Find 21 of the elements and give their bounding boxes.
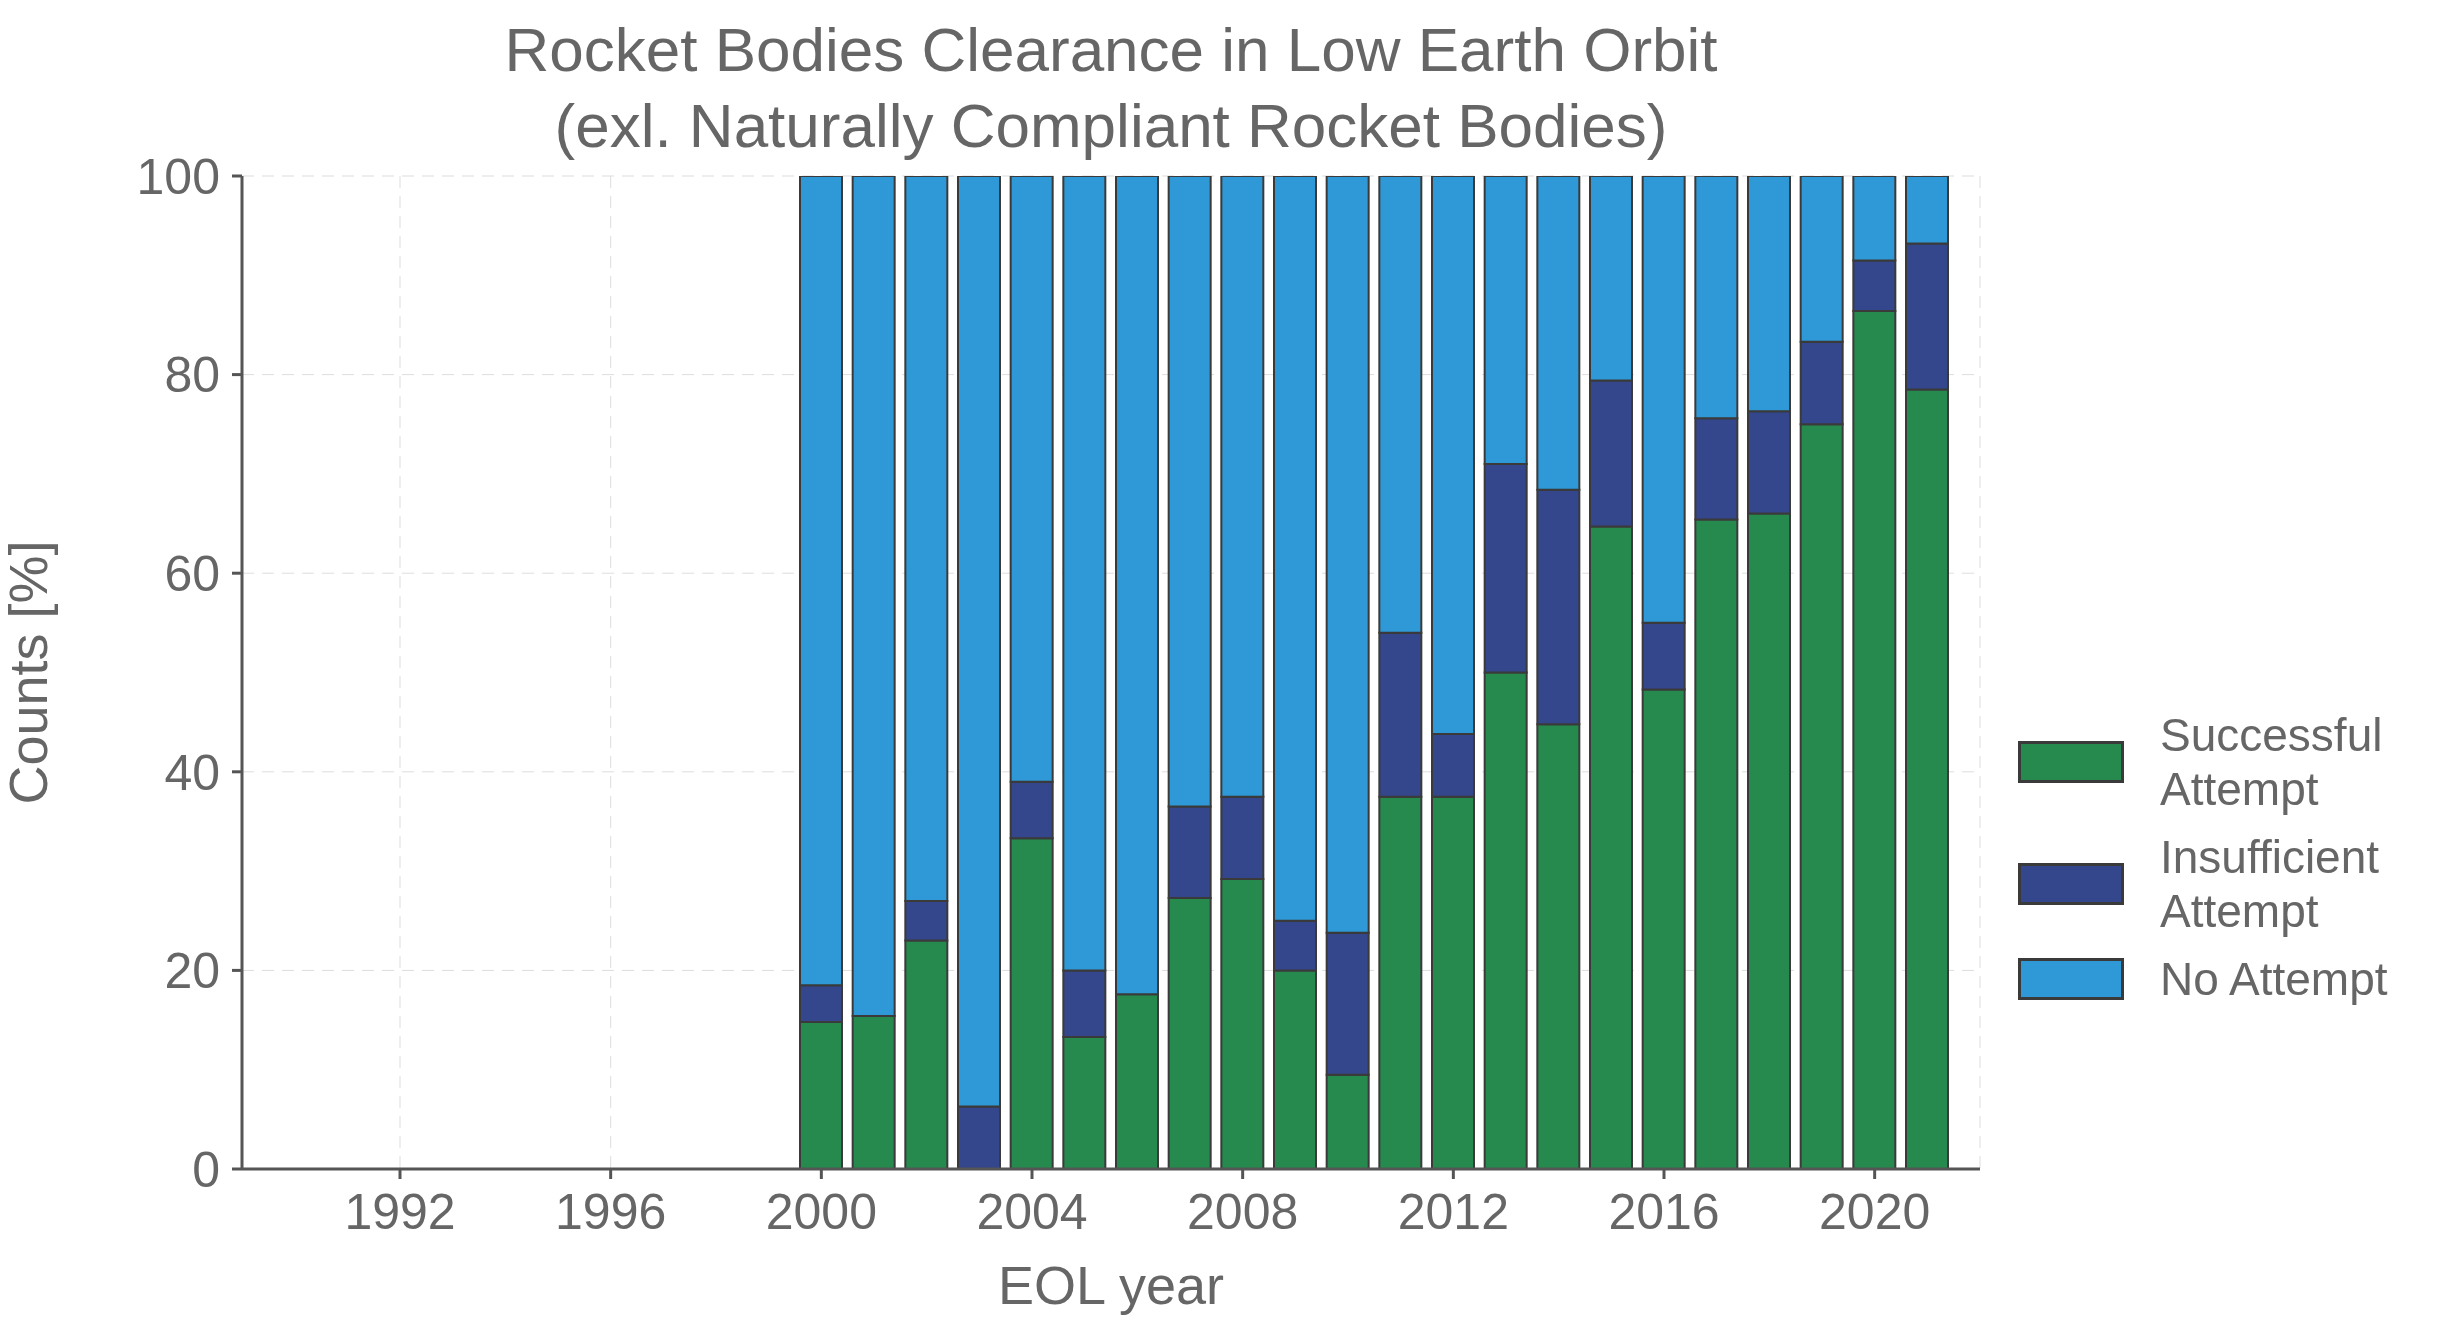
x-tick-label: 2020	[1819, 1183, 1931, 1240]
y-tick-label: 80	[164, 347, 220, 404]
x-tick-label: 2016	[1608, 1183, 1720, 1240]
x-tick-label: 2012	[1397, 1183, 1509, 1240]
x-tick-label: 2000	[765, 1183, 877, 1240]
x-tick-label: 1996	[555, 1183, 667, 1240]
y-tick-label: 0	[192, 1141, 220, 1198]
chart-subtitle: (exl. Naturally Compliant Rocket Bodies)	[554, 91, 1668, 160]
y-tick-label: 60	[164, 545, 220, 602]
x-tick-label: 2008	[1187, 1183, 1299, 1240]
y-tick-label: 40	[164, 744, 220, 801]
legend-label: No Attempt	[2160, 952, 2389, 1006]
y-tick-label: 20	[164, 943, 220, 1000]
x-axis-title: EOL year	[997, 1255, 1225, 1315]
x-tick-label: 2004	[976, 1183, 1088, 1240]
y-tick-label: 100	[136, 148, 220, 205]
legend-label: Successful Attempt	[2160, 708, 2384, 816]
x-tick-label: 1992	[344, 1183, 456, 1240]
chart-title: Rocket Bodies Clearance in Low Earth Orbit	[503, 14, 1719, 86]
y-axis-title: Counts [%]	[0, 540, 59, 805]
legend-label: Insufficient Attempt	[2160, 830, 2381, 938]
